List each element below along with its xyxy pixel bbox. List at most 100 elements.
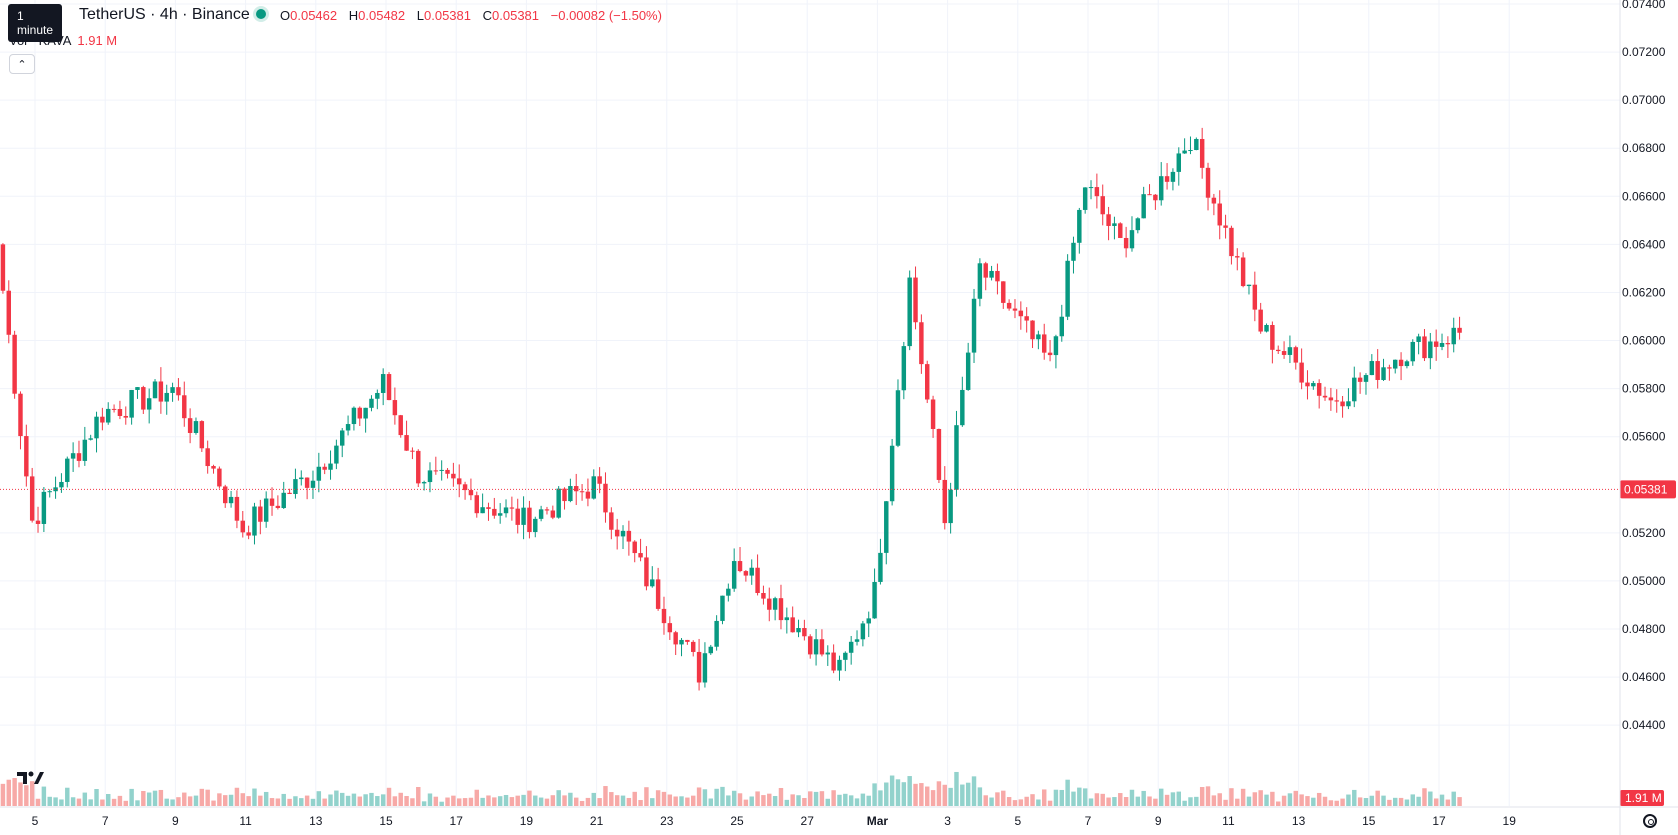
candle-body bbox=[1422, 336, 1427, 359]
candle-body bbox=[1322, 395, 1328, 398]
candle-body bbox=[82, 439, 88, 461]
volume-bar bbox=[755, 791, 760, 806]
volume-bar bbox=[1042, 789, 1047, 806]
candle-body bbox=[614, 529, 620, 537]
candle-body bbox=[726, 588, 731, 596]
volume-bar bbox=[12, 778, 17, 806]
volume-bar bbox=[796, 795, 801, 806]
candle-body bbox=[141, 387, 146, 410]
volume-bar bbox=[983, 795, 988, 806]
candle-body bbox=[59, 481, 64, 488]
volume-bar bbox=[614, 795, 620, 806]
volume-bar bbox=[667, 794, 673, 806]
market-status-dot[interactable] bbox=[256, 9, 266, 19]
candle-body bbox=[696, 651, 702, 683]
candle-body bbox=[88, 438, 93, 440]
volume-bar bbox=[1276, 801, 1281, 806]
volume-bar bbox=[884, 782, 889, 806]
candle-body bbox=[146, 398, 152, 410]
candle-body bbox=[1159, 176, 1164, 201]
candle-body bbox=[1328, 397, 1334, 401]
candle-body bbox=[205, 448, 210, 467]
candle-body bbox=[1065, 260, 1070, 317]
volume-bar bbox=[35, 798, 41, 806]
candle-body bbox=[796, 628, 801, 633]
volume-bar bbox=[480, 797, 485, 806]
volume-bar bbox=[240, 793, 245, 806]
candle-body bbox=[515, 508, 520, 525]
candle-body bbox=[538, 509, 544, 519]
candle-body bbox=[199, 421, 205, 449]
volume-bar bbox=[135, 800, 140, 806]
volume-bar bbox=[252, 788, 257, 806]
candle-body bbox=[1410, 341, 1415, 362]
candle-body bbox=[989, 270, 994, 278]
volume-bar bbox=[1346, 794, 1351, 806]
volume-bar bbox=[854, 798, 860, 806]
candle-body bbox=[1276, 349, 1281, 352]
time-tick-label: 15 bbox=[379, 814, 393, 828]
volume-bar bbox=[954, 771, 959, 806]
volume-bar bbox=[544, 798, 550, 806]
candle-body bbox=[445, 469, 450, 474]
tradingview-logo[interactable] bbox=[17, 768, 45, 788]
volume-bar bbox=[1235, 798, 1240, 806]
volume-bar bbox=[24, 785, 29, 806]
price-tick-label: 0.05200 bbox=[1622, 526, 1666, 540]
volume-bar bbox=[497, 796, 503, 806]
candle-body bbox=[416, 450, 421, 484]
volume-bar bbox=[609, 792, 614, 806]
candle-body bbox=[731, 561, 737, 589]
volume-bar bbox=[655, 790, 661, 806]
candle-body bbox=[1287, 347, 1293, 355]
volume-bar bbox=[462, 798, 468, 806]
volume-bar bbox=[439, 801, 444, 806]
candle-body bbox=[995, 270, 1000, 282]
volume-bar bbox=[1118, 793, 1123, 806]
volume-bar bbox=[1264, 794, 1269, 806]
candle-body bbox=[1346, 401, 1351, 407]
volume-bar bbox=[901, 782, 907, 806]
candle-body bbox=[427, 470, 433, 483]
volume-bar bbox=[574, 797, 579, 806]
price-tick-label: 0.06600 bbox=[1622, 189, 1666, 203]
candle-body bbox=[1398, 359, 1404, 367]
candle-body bbox=[1188, 150, 1193, 152]
time-tick-label: 7 bbox=[1085, 814, 1092, 828]
candle-body bbox=[1428, 341, 1433, 359]
volume-bar bbox=[1334, 800, 1339, 806]
candle-body bbox=[1059, 316, 1064, 337]
candle-body bbox=[252, 506, 257, 536]
candle-body bbox=[287, 492, 292, 495]
candle-body bbox=[1363, 375, 1369, 382]
candle-body bbox=[1404, 361, 1410, 367]
price-tick-label: 0.04600 bbox=[1622, 670, 1666, 684]
candle-body bbox=[802, 628, 807, 637]
volume-bar bbox=[1106, 797, 1111, 806]
volume-bar bbox=[691, 795, 696, 806]
volume-bar bbox=[6, 779, 11, 806]
candle-body bbox=[117, 409, 123, 416]
candle-body bbox=[1006, 302, 1012, 309]
candle-body bbox=[1123, 237, 1129, 249]
volume-bar bbox=[416, 787, 421, 806]
volume-bar bbox=[310, 798, 316, 806]
symbol-title[interactable]: TetherUS · 4h · Binance bbox=[79, 6, 250, 23]
volume-bar bbox=[661, 791, 667, 806]
volume-bar bbox=[1311, 797, 1316, 806]
candle-body bbox=[152, 381, 158, 399]
volume-badge-label: 1.91 M bbox=[1625, 791, 1662, 805]
volume-bar bbox=[1316, 792, 1322, 806]
gear-icon[interactable] bbox=[1643, 814, 1657, 828]
candle-body bbox=[1077, 209, 1082, 243]
candle-body bbox=[591, 476, 596, 499]
volume-bar bbox=[1059, 789, 1064, 806]
candle-body bbox=[100, 416, 105, 423]
candle-body bbox=[574, 486, 579, 492]
candle-body bbox=[655, 579, 661, 609]
candle-body bbox=[1118, 223, 1123, 238]
candle-body bbox=[316, 466, 322, 481]
candle-body bbox=[702, 653, 708, 683]
collapse-legend-button[interactable]: ⌃ bbox=[9, 54, 35, 74]
